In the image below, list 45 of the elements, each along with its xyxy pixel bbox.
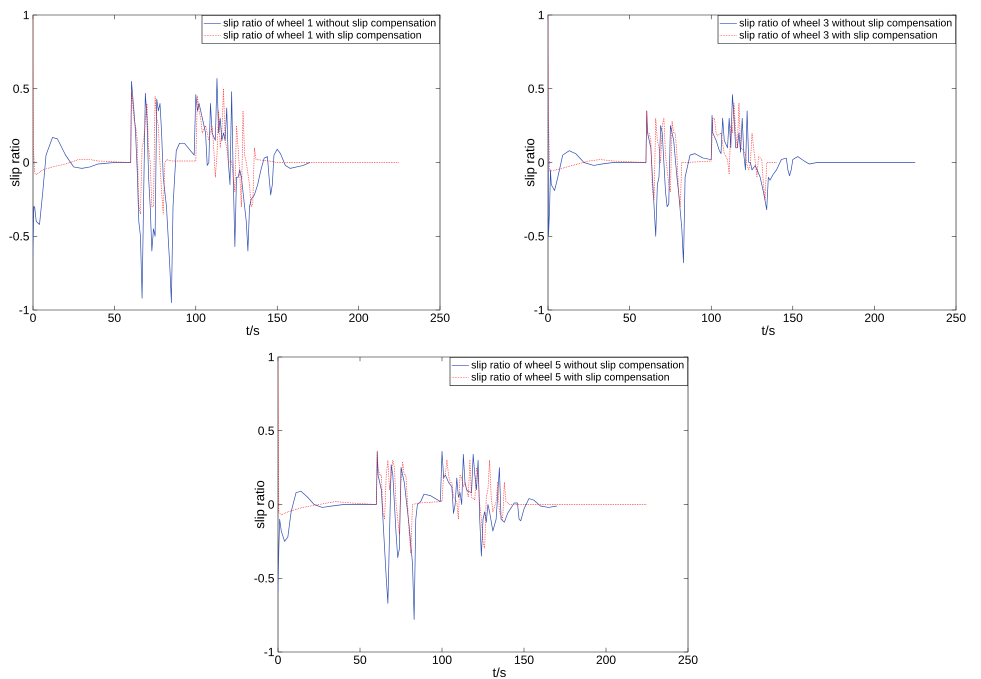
- x-tick-label: 50: [354, 656, 366, 664]
- x-tick-label: 250: [430, 314, 450, 322]
- x-tick-label: 0: [30, 314, 36, 322]
- x-axis-title: t/s: [492, 668, 506, 678]
- x-tick-label: 150: [514, 656, 534, 664]
- y-tick-label: -0.5: [9, 232, 29, 240]
- x-tick-label: 100: [702, 314, 721, 322]
- x-tick-label: 150: [268, 314, 287, 322]
- y-tick-label: 0.5: [13, 84, 29, 93]
- x-tick-label: 50: [108, 314, 121, 322]
- x-tick-label: 250: [678, 656, 698, 664]
- y-axis-title: slip ratio: [254, 480, 267, 528]
- x-axis-title: t/s: [246, 326, 260, 336]
- x-tick-label: 200: [349, 314, 368, 322]
- y-axis-title: slip ratio: [10, 138, 22, 186]
- y-tick-label: 1: [538, 10, 544, 20]
- legend-label: slip ratio of wheel 5 with slip compensation: [471, 372, 669, 383]
- y-tick-label: 0.5: [528, 84, 544, 93]
- x-tick-label: 0: [275, 656, 281, 664]
- y-axis-title: slip ratio: [524, 138, 537, 186]
- y-tick-label: -0.5: [254, 574, 274, 582]
- x-tick-label: 200: [865, 314, 884, 322]
- y-tick-label: 0.5: [258, 426, 274, 435]
- x-tick-label: 250: [946, 314, 966, 322]
- y-tick-label: 1: [268, 352, 274, 362]
- x-tick-label: 200: [596, 656, 616, 664]
- x-tick-label: 0: [545, 314, 551, 322]
- x-tick-label: 100: [432, 656, 452, 664]
- legend-label: slip ratio of wheel 3 with slip compensation: [739, 30, 937, 41]
- x-tick-label: 150: [784, 314, 802, 322]
- x-axis-title: t/s: [762, 326, 775, 336]
- y-tick-label: -1: [264, 648, 274, 656]
- x-tick-label: 50: [623, 314, 636, 322]
- legend-label: slip ratio of wheel 3 without slip compensation: [739, 18, 952, 29]
- y-tick-label: -1: [19, 306, 29, 314]
- legend-label: slip ratio of wheel 1 with slip compensation: [223, 30, 421, 41]
- y-tick-label: 1: [24, 10, 29, 20]
- y-tick-label: -1: [534, 306, 544, 314]
- y-tick-label: 0: [268, 500, 274, 509]
- legend-label: slip ratio of wheel 5 without slip compensation: [471, 360, 684, 371]
- y-tick-label: 0: [538, 158, 544, 167]
- x-tick-label: 100: [186, 314, 206, 322]
- legend-label: slip ratio of wheel 1 without slip compensation: [223, 18, 436, 29]
- y-tick-label: -0.5: [524, 232, 544, 240]
- y-tick-label: 0: [23, 158, 30, 167]
